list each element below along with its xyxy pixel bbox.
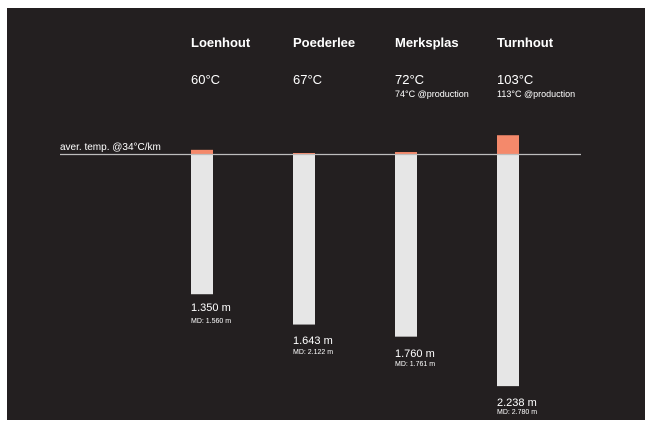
temperature-label-turnhout: 103°C [497, 72, 534, 87]
md-label-poederlee: MD: 2.122 m [293, 349, 334, 356]
temperature-label-merksplas: 72°C [395, 72, 425, 87]
production-temperature-turnhout: 113°C @production [497, 89, 576, 99]
excess-temperature-bar-merksplas [395, 152, 417, 155]
chart-plot [60, 135, 581, 387]
excess-temperature-bar-loenhout [191, 149, 213, 155]
excess-temperature-bar-poederlee [293, 153, 315, 155]
depth-bar-poederlee [293, 154, 315, 325]
site-label-merksplas: Merksplas [395, 35, 459, 50]
depth-bar-turnhout [497, 154, 519, 387]
depth-label-loenhout: 1.350 m [191, 302, 231, 314]
site-label-turnhout: Turnhout [497, 35, 554, 50]
temperature-label-loenhout: 60°C [191, 72, 221, 87]
site-label-loenhout: Loenhout [191, 35, 251, 50]
chart-panel: aver. temp. @34°C/km Loenhout 60°C 1.350… [7, 8, 645, 420]
md-label-merksplas: MD: 1.761 m [395, 361, 436, 368]
depth-bar-merksplas [395, 154, 417, 337]
depth-label-turnhout: 2.238 m [497, 397, 537, 409]
reference-line-label: aver. temp. @34°C/km [60, 142, 161, 153]
depth-label-merksplas: 1.760 m [395, 348, 435, 360]
temperature-label-poederlee: 67°C [293, 72, 323, 87]
depth-label-poederlee: 1.643 m [293, 335, 333, 347]
site-label-poederlee: Poederlee [293, 35, 356, 50]
excess-temperature-bar-turnhout [497, 135, 519, 155]
production-temperature-merksplas: 74°C @production [395, 89, 469, 99]
md-label-turnhout: MD: 2.780 m [497, 409, 538, 416]
depth-bar-loenhout [191, 154, 213, 295]
md-label-loenhout: MD: 1.560 m [191, 318, 232, 325]
